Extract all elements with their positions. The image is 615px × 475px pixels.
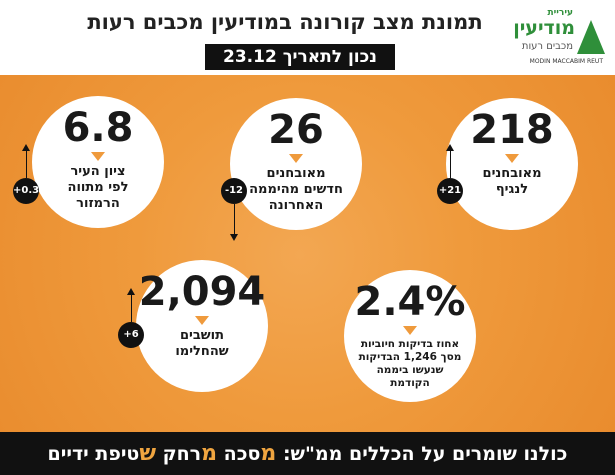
stat-label: מסך 1,246 הבדיקות <box>358 351 462 363</box>
stat-label: אחוז בדיקות חיוביות <box>360 338 460 350</box>
rule-initial: מ <box>201 441 218 466</box>
stat-value: 2,094 <box>138 269 266 315</box>
rule-word: מסכה <box>223 441 277 466</box>
date-tag: נכון לתאריך 23.12 <box>205 44 395 70</box>
arrow-head <box>446 144 454 151</box>
stat-card: 26 מאובחנים חדשים מהיממה האחרונה <box>230 98 362 230</box>
rule-initial: מ <box>260 441 277 466</box>
change-badge: +0.3 <box>13 178 39 204</box>
stat-value: 26 <box>268 107 324 153</box>
footer-bar: כולנו שומרים על הכללים ממ"ש: מסכה מרחק ש… <box>0 432 615 475</box>
change-badge: +21 <box>437 178 463 204</box>
footer-lead: כולנו שומרים על הכללים ממ"ש: <box>282 443 568 465</box>
stat-label: חדשים מהיממה <box>249 182 343 197</box>
stat-label: מאובחנים <box>482 166 542 181</box>
arrow-head <box>22 144 30 151</box>
change-arrow <box>26 148 27 178</box>
stat-label: הקודמת <box>390 377 430 389</box>
title: תמונת מצב קורונה במודיעין מכבים רעות <box>87 10 483 34</box>
logo-text: מודיעין <box>513 17 575 39</box>
pointer <box>195 316 209 325</box>
stat-label: האחרונה <box>268 198 324 213</box>
rule-rest: טיפת ידיים <box>47 443 140 465</box>
stat-value: 2.4% <box>354 279 466 325</box>
stat-label: תושבים <box>179 328 224 343</box>
logo-text: מכבים רעות <box>521 41 573 52</box>
stat-card: 2.4% אחוז בדיקות חיוביות מסך 1,246 הבדיקות… <box>344 270 476 402</box>
pointer <box>91 152 105 161</box>
logo-text: MODIN MACCABIM REUT <box>529 58 603 65</box>
rule-initial: ש <box>139 441 157 466</box>
pointer <box>505 154 519 163</box>
change-arrow <box>234 204 235 234</box>
stat-value: 6.8 <box>62 105 134 151</box>
logo-text: עיריית <box>547 8 573 18</box>
change-badge: -12 <box>221 178 247 204</box>
stat-label: הרמזור <box>76 196 120 211</box>
rule-word: שטיפת ידיים <box>47 441 157 466</box>
stat-label: שהחלימו <box>175 344 229 359</box>
stat-label: שנעשו ביממה <box>376 364 444 376</box>
rule-word: מרחק <box>162 441 218 466</box>
stat-label: ציון העיר <box>70 164 126 179</box>
logo: עיריית מודיעין מכבים רעות MODIN MACCABIM… <box>507 6 607 70</box>
change-badge: +6 <box>118 322 144 348</box>
stat-label: לפי מתווה <box>67 180 129 195</box>
logo-icon <box>577 20 605 54</box>
stat-label: מאובחנים <box>266 166 326 181</box>
arrow-head <box>230 234 238 241</box>
pointer <box>403 326 417 335</box>
pointer <box>289 154 303 163</box>
stat-card: 2,094 תושבים שהחלימו <box>136 260 268 392</box>
stat-card: 218 מאובחנים לנגיף <box>446 98 578 230</box>
arrow-head <box>127 288 135 295</box>
stat-label: לנגיף <box>495 182 529 197</box>
change-arrow <box>450 148 451 178</box>
change-arrow <box>131 292 132 322</box>
rule-rest: רחק <box>162 443 202 465</box>
stat-value: 218 <box>470 107 554 153</box>
rule-rest: סכה <box>223 443 261 465</box>
stat-card: 6.8 ציון העיר לפי מתווה הרמזור <box>32 96 164 228</box>
